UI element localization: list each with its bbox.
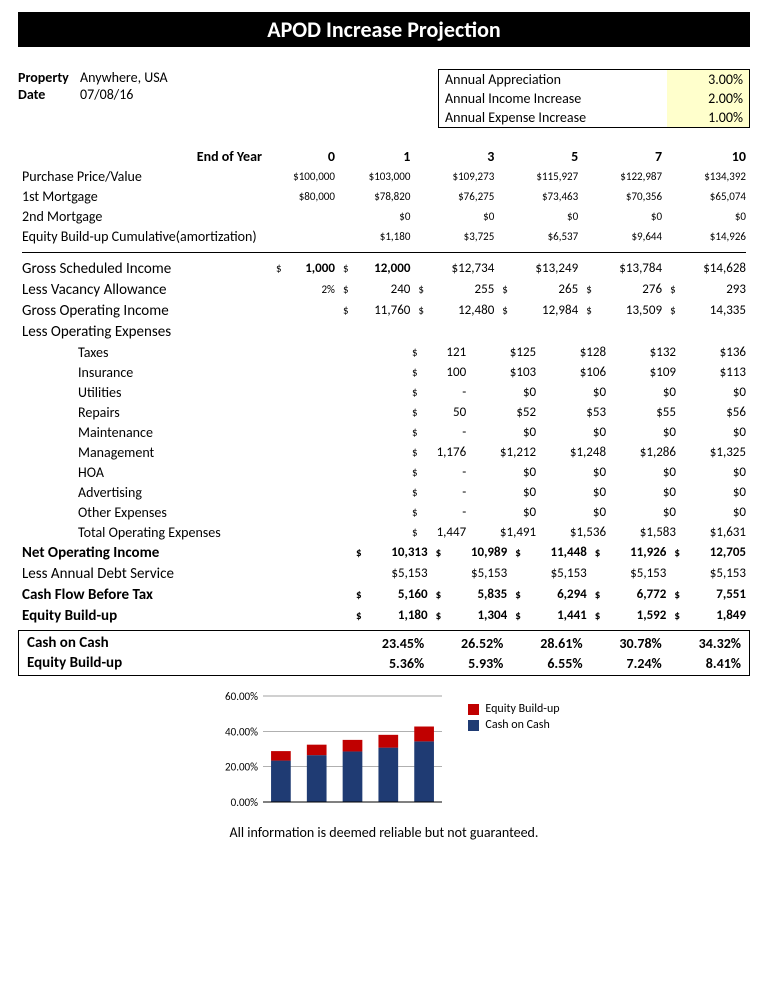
svg-text:40.00%: 40.00% (225, 725, 258, 738)
projection-table: End of Year 0 1 3 5 7 10 Purchase Price/… (18, 146, 750, 342)
assumptions-box: Annual Appreciation3.00% Annual Income I… (438, 69, 750, 128)
assump-expense-value: 1.00% (667, 108, 749, 127)
row-noi: Net Operating Income $10,313 $10,989 $11… (18, 542, 750, 563)
svg-text:60.00%: 60.00% (225, 690, 258, 703)
row-ins: Insurance$100$103$106$109$113 (18, 362, 750, 382)
page-title: APOD Increase Projection (18, 12, 750, 47)
legend-swatch-equity (468, 704, 479, 715)
property-block: PropertyAnywhere, USA Date07/08/16 (18, 69, 438, 103)
row-equity-cum: Equity Build-up Cumulative(amortization)… (18, 226, 750, 246)
row-taxes: Taxes$121$125$128$132$136 (18, 342, 750, 362)
row-loe-header: Less Operating Expenses (18, 321, 750, 342)
row-eb: Equity Build-up 5.36% 5.93% 6.55% 7.24% … (23, 653, 745, 673)
row-goi: Gross Operating Income $11,760 $12,480 $… (18, 300, 750, 321)
property-label: Property (18, 69, 80, 86)
property-value: Anywhere, USA (80, 69, 168, 86)
assump-income-value: 2.00% (667, 89, 749, 108)
returns-chart: 0.00% 20.00% 40.00% 60.00% (208, 690, 448, 820)
row-adv: Advertising$-$0$0$0$0 (18, 482, 750, 502)
legend-swatch-cash (468, 720, 479, 731)
date-value: 07/08/16 (80, 86, 133, 103)
row-mort1: 1st Mortgage $80,000$78,820$76,275$73,46… (18, 186, 750, 206)
disclaimer: All information is deemed reliable but n… (18, 824, 750, 841)
row-vacancy: Less Vacancy Allowance 2% $240 $255 $265… (18, 279, 750, 300)
row-hoa: HOA$-$0$0$0$0 (18, 462, 750, 482)
assump-appreciation-label: Annual Appreciation (439, 70, 667, 89)
year-header-row: End of Year 0 1 3 5 7 10 (18, 146, 750, 166)
summary-table: Net Operating Income $10,313 $10,989 $11… (18, 542, 750, 626)
returns-box: Cash on Cash 23.45% 26.52% 28.61% 30.78%… (18, 630, 750, 676)
row-mgmt: Management$1,176$1,212$1,248$1,286$1,325 (18, 442, 750, 462)
row-util: Utilities$-$0$0$0$0 (18, 382, 750, 402)
row-rep: Repairs$50$52$53$55$56 (18, 402, 750, 422)
row-purchase: Purchase Price/Value $100,000 $103,000 $… (18, 166, 750, 186)
row-gsi: Gross Scheduled Income $1,000 $12,000 $1… (18, 258, 750, 279)
header-row: PropertyAnywhere, USA Date07/08/16 Annua… (18, 69, 750, 128)
row-debt: Less Annual Debt Service $5,153 $5,153 $… (18, 563, 750, 584)
svg-text:20.00%: 20.00% (225, 761, 258, 774)
assump-expense-label: Annual Expense Increase (439, 108, 667, 127)
row-coc: Cash on Cash 23.45% 26.52% 28.61% 30.78%… (23, 633, 745, 653)
row-eqbu: Equity Build-up $1,180 $1,304 $1,441 $1,… (18, 605, 750, 626)
row-mort2: 2nd Mortgage $0$0$0$0$0 (18, 206, 750, 226)
assump-income-label: Annual Income Increase (439, 89, 667, 108)
row-totop: Total Operating Expenses$1,447$1,491$1,5… (18, 522, 750, 542)
assump-appreciation-value: 3.00% (667, 70, 749, 89)
legend-equity-label: Equity Build-up (485, 702, 559, 716)
chart-area: 0.00% 20.00% 40.00% 60.00% Equity Build-up … (18, 690, 750, 841)
row-cfbt: Cash Flow Before Tax $5,160 $5,835 $6,29… (18, 584, 750, 605)
expenses-table: Taxes$121$125$128$132$136Insurance$100$1… (18, 342, 750, 542)
svg-text:0.00%: 0.00% (231, 796, 259, 809)
chart-legend: Equity Build-up Cash on Cash (468, 690, 559, 734)
date-label: Date (18, 86, 80, 103)
legend-cash-label: Cash on Cash (485, 718, 549, 732)
row-other: Other Expenses$-$0$0$0$0 (18, 502, 750, 522)
row-maint: Maintenance$-$0$0$0$0 (18, 422, 750, 442)
